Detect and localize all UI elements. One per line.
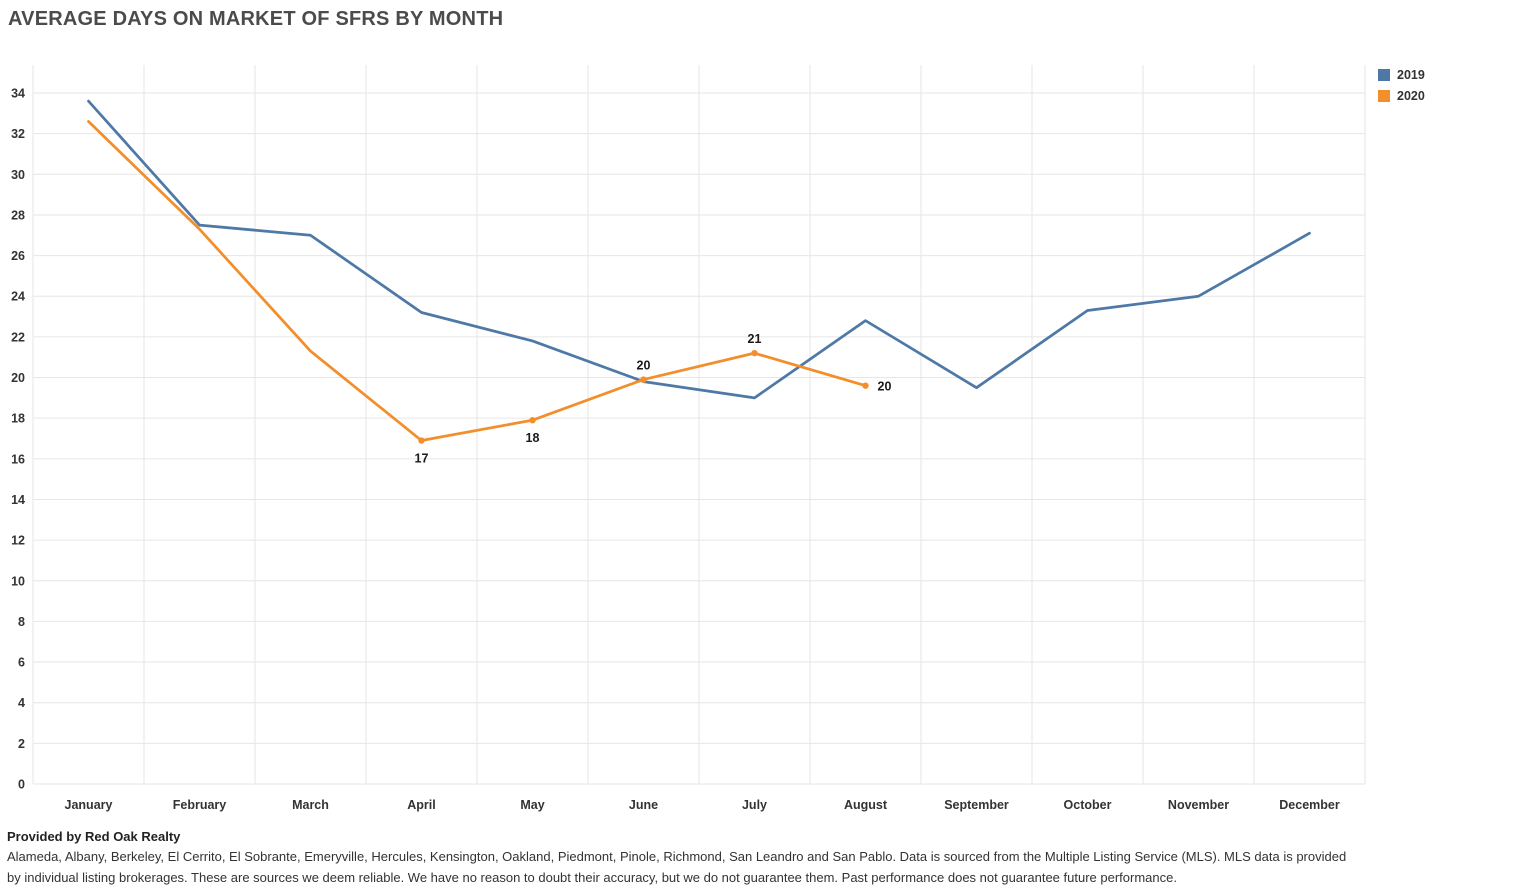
y-axis-tick-label: 14 [11, 493, 25, 507]
data-provider-label: Provided by Red Oak Realty [7, 829, 181, 844]
series-line-2019 [87, 99, 1311, 400]
data-point-label: 18 [526, 431, 540, 445]
x-axis-month-label: November [1168, 798, 1229, 812]
x-axis-month-label: April [407, 798, 435, 812]
y-axis-tick-label: 34 [11, 87, 25, 101]
footer: Provided by Red Oak Realty Alameda, Alba… [7, 829, 1407, 889]
data-point-label: 21 [748, 332, 762, 346]
y-axis-tick-label: 30 [11, 168, 25, 182]
x-axis-month-label: October [1064, 798, 1112, 812]
x-axis-month-label: December [1279, 798, 1340, 812]
data-point-label: 20 [637, 359, 651, 373]
y-axis-tick-label: 28 [11, 208, 25, 222]
y-axis-tick-label: 20 [11, 371, 25, 385]
x-axis-month-label: January [65, 798, 113, 812]
x-axis-month-label: July [742, 798, 767, 812]
data-point-2020 [862, 382, 869, 389]
data-point-2020 [529, 417, 536, 424]
y-axis-tick-label: 6 [18, 656, 25, 670]
legend: 2019 2020 [1378, 68, 1425, 103]
y-axis-tick-label: 0 [18, 778, 25, 792]
chart-title: AVERAGE DAYS ON MARKET OF SFRS BY MONTH [8, 8, 504, 30]
y-axis-tick-label: 12 [11, 534, 25, 548]
y-axis-tick-label: 26 [11, 249, 25, 263]
data-point-2020 [640, 376, 647, 383]
legend-item-2020[interactable]: 2020 [1378, 89, 1425, 103]
y-axis-tick-label: 18 [11, 412, 25, 426]
data-point-label: 20 [878, 380, 892, 394]
y-axis-tick-label: 32 [11, 127, 25, 141]
legend-swatch-2020-icon [1378, 90, 1390, 102]
legend-label-2019: 2019 [1397, 68, 1425, 82]
x-axis-month-label: February [173, 798, 227, 812]
x-axis-month-label: May [520, 798, 544, 812]
series-line-2020 [87, 120, 867, 442]
legend-swatch-2019-icon [1378, 69, 1390, 81]
x-axis-month-label: August [844, 798, 888, 812]
y-axis-tick-label: 4 [18, 696, 25, 710]
x-axis-month-label: September [944, 798, 1009, 812]
y-axis-tick-label: 24 [11, 290, 25, 304]
legend-item-2019[interactable]: 2019 [1378, 68, 1425, 82]
x-axis-month-label: March [292, 798, 329, 812]
x-axis-month-label: June [629, 798, 658, 812]
y-axis-tick-label: 8 [18, 615, 25, 629]
data-disclaimer-text: Alameda, Albany, Berkeley, El Cerrito, E… [7, 849, 1347, 885]
legend-label-2020: 2020 [1397, 89, 1425, 103]
y-axis-tick-label: 10 [11, 574, 25, 588]
data-point-label: 17 [415, 452, 429, 466]
y-axis-tick-label: 22 [11, 330, 25, 344]
y-axis-tick-label: 16 [11, 452, 25, 466]
data-point-2020 [751, 349, 758, 357]
y-axis-tick-label: 2 [18, 737, 25, 751]
data-point-2020 [418, 437, 425, 444]
